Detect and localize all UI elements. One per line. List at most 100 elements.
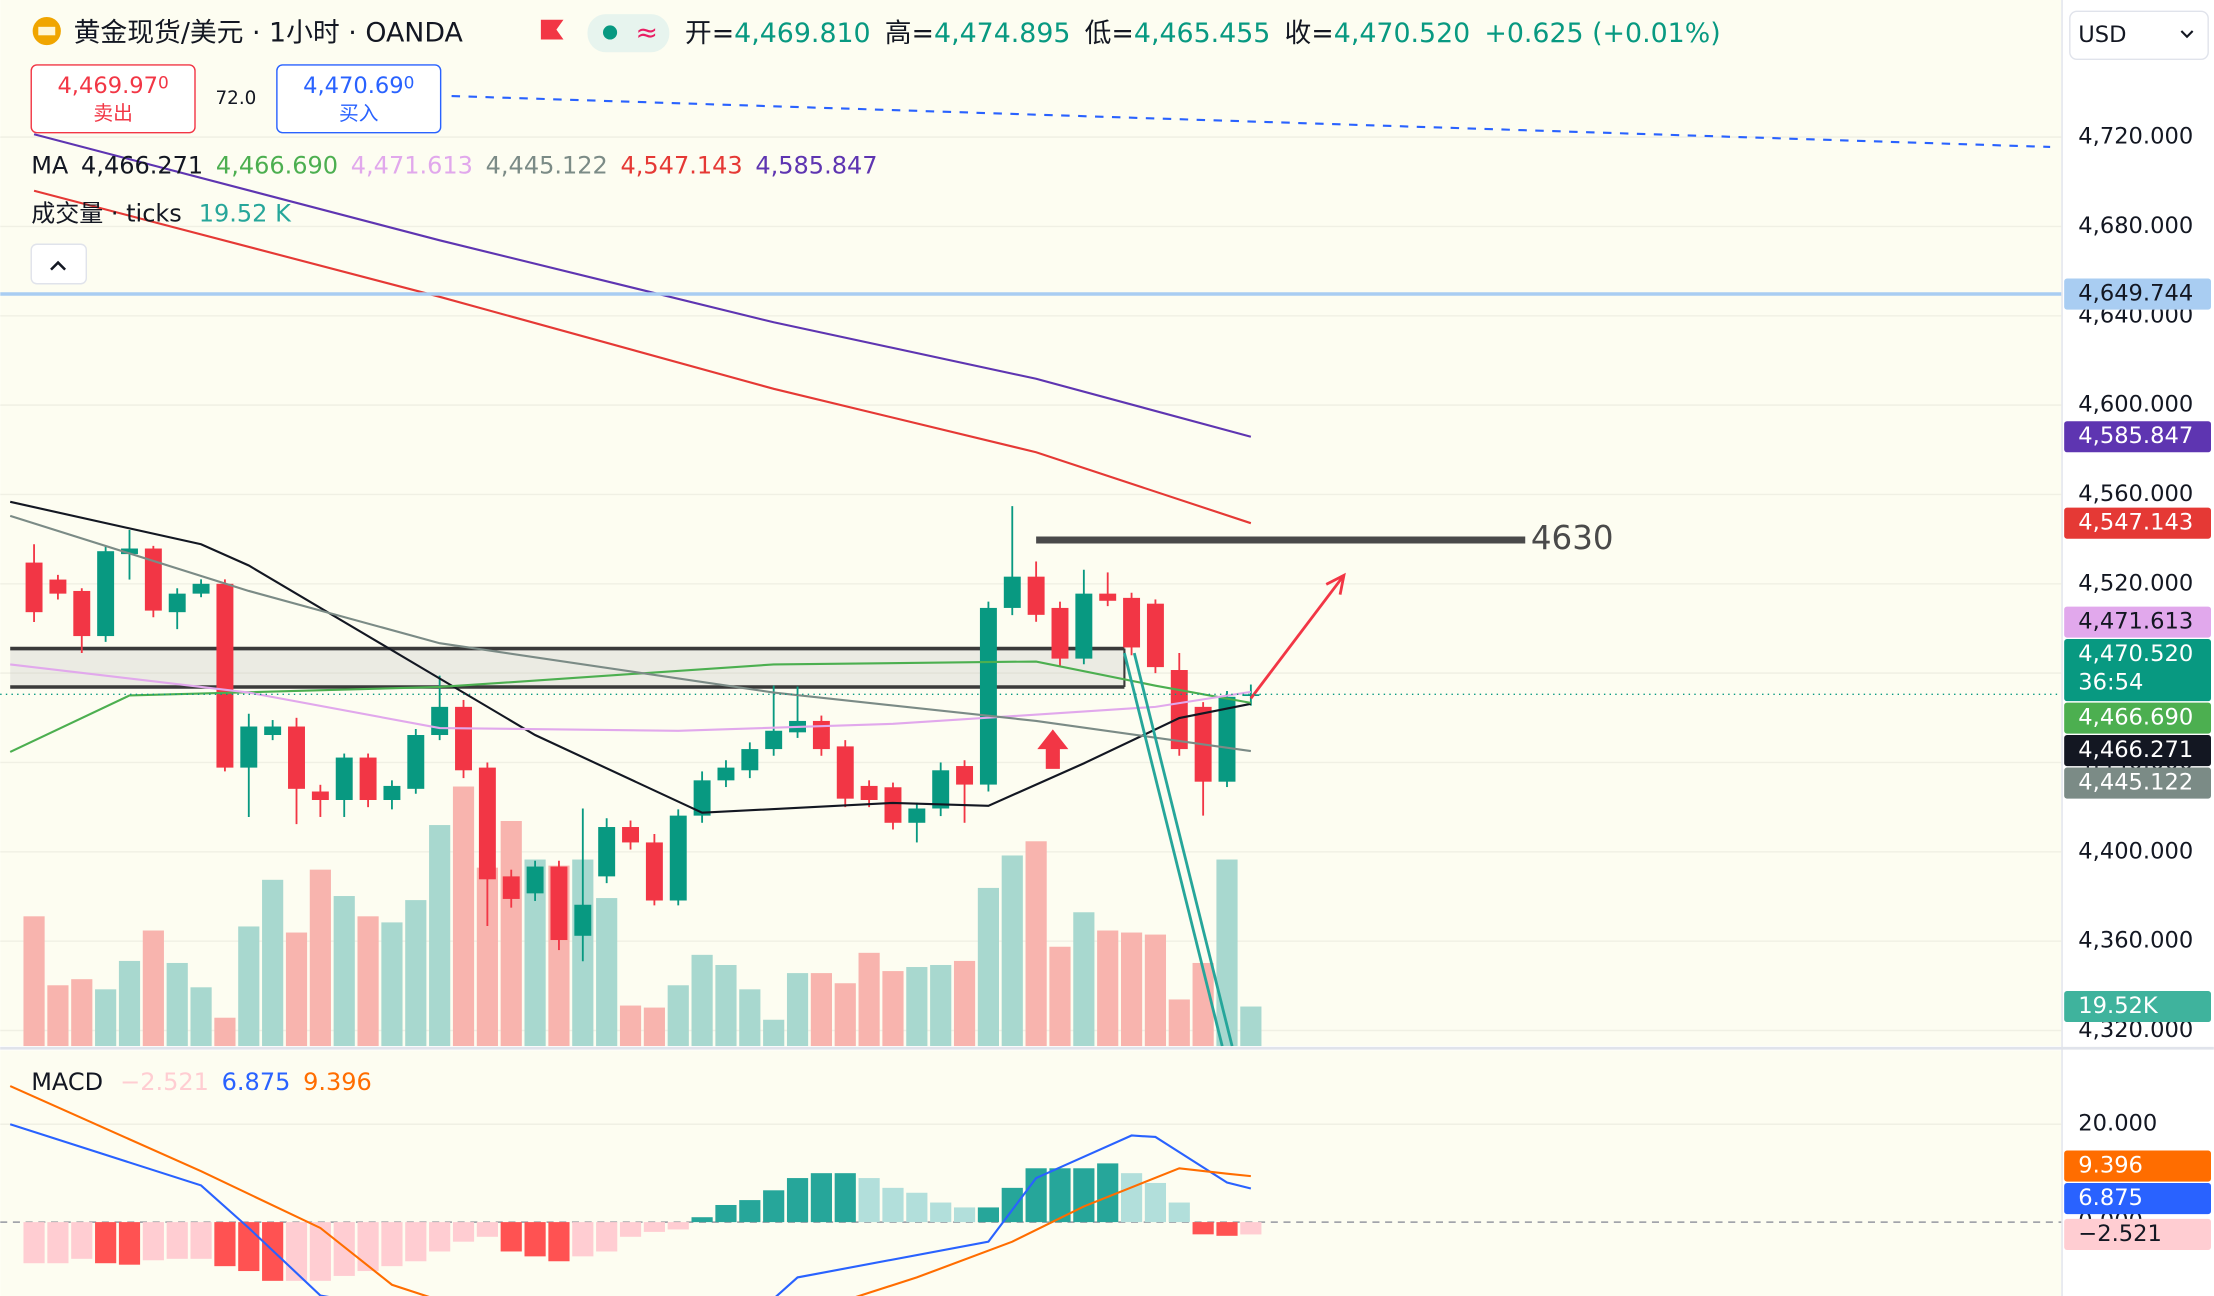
macd-histogram-bar: [1120, 1173, 1143, 1223]
y-tick-label: 4,600.000: [2078, 392, 2193, 418]
stat-value: 4,470.520: [1334, 17, 1470, 48]
price-badge: [2064, 990, 2211, 1023]
macd-plot: [0, 1085, 2062, 1296]
status-pill[interactable]: [587, 14, 670, 53]
volume-bar: [1192, 962, 1214, 1047]
macd-histogram-bar: [285, 1222, 308, 1281]
buy-button[interactable]: [276, 64, 442, 134]
macd-histogram-bar: [906, 1192, 928, 1223]
macd-histogram-bar: [930, 1202, 952, 1223]
zone-box: [10, 648, 1125, 687]
candle-body: [1099, 593, 1117, 601]
candle-body: [669, 815, 687, 901]
macd-histogram-bar: [667, 1222, 689, 1230]
macd-histogram-bar: [524, 1222, 546, 1257]
ma-legend-value: 4,585.847: [755, 152, 877, 180]
candle-body: [121, 548, 138, 555]
stat-label: 收=: [1284, 17, 1333, 48]
macd-legend-title: MACD: [31, 1068, 103, 1096]
ma-legend: MA 4,466.271 4,466.690 4,471.613 4,445.122 4,…: [31, 152, 877, 180]
symbol-title: 黄金现货/美元 · 1小时 · OANDA: [74, 17, 464, 48]
macd-histogram-bar: [500, 1222, 522, 1252]
macd-histogram-bar: [977, 1207, 999, 1223]
volume-bar: [906, 967, 928, 1047]
price-badge-label: 4,547.143: [2078, 510, 2193, 536]
volume-bar: [1240, 1006, 1262, 1047]
candle-body: [598, 827, 616, 877]
macd-histogram-bar: [190, 1222, 212, 1259]
stat-value: 4,474.895: [934, 17, 1070, 48]
level-label: 4630: [1531, 519, 1614, 557]
price-badge: [2064, 639, 2211, 702]
macd-histogram-bar: [619, 1222, 642, 1237]
macd-line: [9, 1123, 1252, 1296]
header: 黄金现货/美元 · 1小时 · OANDA ≈ 开=4,469.810 高=4,4…: [32, 10, 2209, 60]
macd-histogram-bar: [47, 1222, 69, 1264]
candle-body: [1170, 670, 1188, 750]
candle-body: [73, 590, 91, 637]
spread: 72.0: [216, 88, 257, 109]
candle-body: [49, 579, 67, 594]
candle-body: [383, 785, 401, 800]
macd-histogram-bar: [763, 1190, 785, 1223]
macd-histogram-bar: [1073, 1168, 1095, 1223]
ma-line: [9, 500, 1252, 814]
candle-body: [741, 749, 759, 771]
macd-histogram-bar: [142, 1222, 164, 1261]
candle-body: [97, 551, 115, 637]
macd-histogram-bar: [643, 1222, 665, 1232]
buy-price-main: 4,470.69: [303, 73, 404, 99]
price-badge: [2064, 606, 2211, 638]
price-badge: [2064, 767, 2211, 799]
macd-histogram-bar: [1025, 1168, 1047, 1223]
macd-histogram-bar: [834, 1173, 856, 1223]
macd-histogram-bar: [1144, 1182, 1167, 1223]
sell-price: 4,469.970: [57, 72, 168, 98]
macd-histogram-bar: [71, 1222, 93, 1259]
y-tick-label: 4,400.000: [2078, 838, 2193, 864]
macd-histogram-bar: [953, 1207, 976, 1223]
price-badge: [2064, 702, 2211, 734]
volume-bar: [763, 1019, 785, 1047]
currency-label: USD: [2078, 22, 2126, 48]
macd-histogram-bar: [381, 1222, 403, 1267]
price-badge: [2064, 278, 2211, 310]
price-badge: [2064, 421, 2211, 453]
ma-legend-title: MA: [31, 152, 69, 180]
volume-bar: [309, 869, 331, 1047]
up-marker: [1037, 729, 1069, 769]
candle-body: [1218, 696, 1236, 782]
price-badge: [2064, 1183, 2211, 1215]
badges: 4,649.744 4,585.847 4,547.143 4,471.613 4,47…: [2064, 278, 2211, 1250]
volume-legend-value: 19.52 K: [199, 200, 292, 228]
ma-line: [9, 660, 1252, 753]
macd-legend-value: 6.875: [222, 1068, 291, 1096]
volume-bar: [357, 916, 379, 1047]
volume-bar: [596, 898, 618, 1047]
volume-bar: [333, 896, 355, 1047]
macd-histogram-bar: [333, 1222, 355, 1276]
price-badge-label: 4,585.847: [2078, 423, 2193, 449]
candle-body: [812, 720, 830, 750]
buy-label: 买入: [339, 102, 379, 125]
price-badge: [2064, 1150, 2211, 1182]
sell-button[interactable]: [30, 64, 196, 134]
macd-histogram-bar: [23, 1222, 45, 1264]
trend-line: [451, 94, 2051, 149]
volume-bar: [405, 900, 427, 1047]
macd-histogram-bar: [95, 1222, 117, 1264]
volume-bar: [1216, 859, 1238, 1047]
volume-bar: [71, 979, 93, 1047]
macd-legend: MACD −2.521 6.875 9.396: [31, 1068, 372, 1096]
candle-body: [1051, 607, 1069, 659]
candle-body: [1123, 597, 1141, 648]
ma-line: [9, 514, 1252, 753]
y-tick-label: 4,520.000: [2078, 570, 2193, 596]
currency-select[interactable]: [2069, 10, 2209, 60]
volume-bar: [786, 973, 809, 1047]
price-badge-label: 9.396: [2078, 1153, 2143, 1179]
macd-histogram-bar: [715, 1204, 737, 1223]
candle-body: [550, 866, 568, 941]
macd-histogram-bar: [118, 1222, 141, 1265]
volume-bar: [166, 962, 188, 1047]
